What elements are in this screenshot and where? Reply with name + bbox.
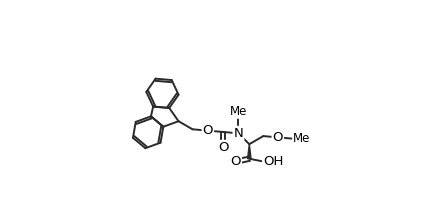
- Text: O: O: [218, 141, 228, 154]
- Text: O: O: [230, 155, 241, 168]
- Text: Me: Me: [230, 105, 247, 118]
- Text: OH: OH: [263, 155, 283, 168]
- Text: O: O: [273, 131, 283, 144]
- Text: O: O: [203, 124, 213, 137]
- Text: N: N: [233, 127, 243, 140]
- Polygon shape: [247, 144, 251, 159]
- Text: Me: Me: [293, 132, 310, 145]
